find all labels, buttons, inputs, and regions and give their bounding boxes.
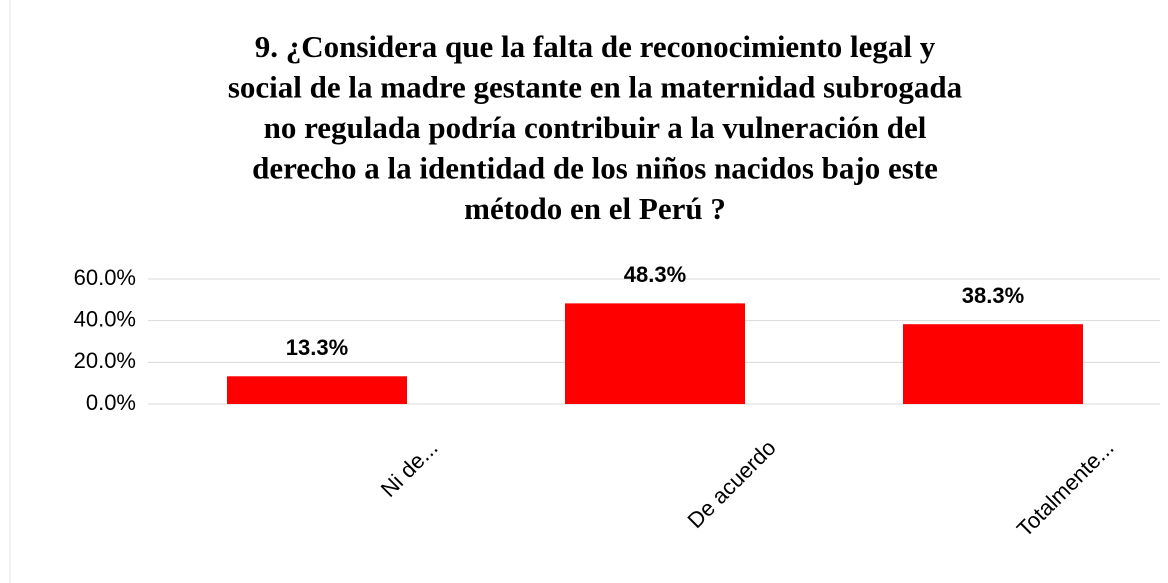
y-tick-label: 20.0% [74, 348, 136, 373]
x-tick-label: De acuerdo [683, 435, 781, 533]
data-label: 48.3% [624, 262, 686, 287]
data-label: 13.3% [286, 335, 348, 360]
chart-title: 9. ¿Considera que la falta de reconocimi… [255, 29, 936, 64]
bar [903, 324, 1083, 404]
chart-title: no regulada podría contribuir a la vulne… [264, 110, 927, 145]
x-tick-label: Ni de... [376, 435, 443, 502]
y-tick-label: 0.0% [86, 390, 136, 415]
chart-title: método en el Perú ? [464, 191, 726, 226]
y-tick-label: 60.0% [74, 265, 136, 290]
data-label: 38.3% [962, 283, 1024, 308]
bar [565, 303, 745, 404]
x-tick-label: Totalmente... [1012, 435, 1119, 542]
chart-title: social de la madre gestante en la matern… [228, 70, 963, 105]
bar [227, 376, 407, 404]
chart-title: derecho a la identidad de los niños naci… [252, 151, 938, 186]
y-tick-label: 40.0% [74, 306, 136, 331]
